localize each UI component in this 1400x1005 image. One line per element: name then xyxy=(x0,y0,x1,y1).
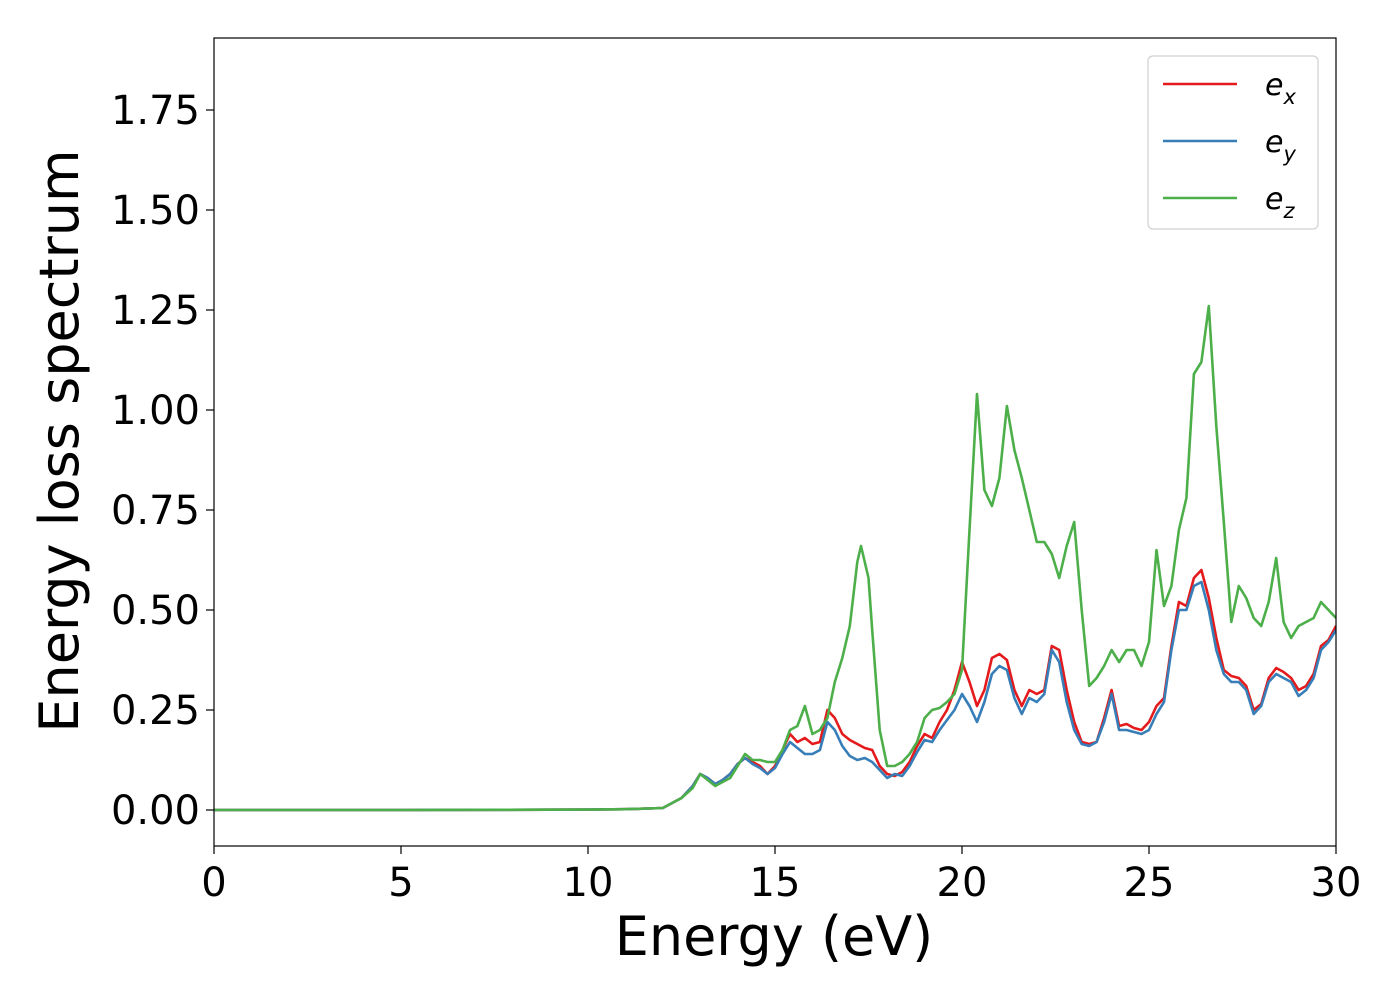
x-tick-label: 25 xyxy=(1124,860,1175,906)
legend-label-z: ez xyxy=(1265,182,1295,223)
lines-layer xyxy=(214,304,1336,812)
y-axis-title: Energy loss spectrum xyxy=(28,149,91,732)
legend-label-y: ey xyxy=(1265,125,1296,166)
x-tick-label: 20 xyxy=(937,860,988,906)
legend-label-x: ex xyxy=(1265,68,1296,109)
y-tick-label: 1.50 xyxy=(111,188,200,234)
x-tick-label: 30 xyxy=(1311,860,1362,906)
legend: ex ey ez xyxy=(1147,55,1319,230)
series-line-x xyxy=(214,568,1336,812)
y-tick-label: 0.75 xyxy=(111,488,200,534)
legend-box xyxy=(1147,55,1319,230)
x-tick-label: 10 xyxy=(563,860,614,906)
y-tick-label: 0.50 xyxy=(111,588,200,634)
y-tick-label: 1.25 xyxy=(111,288,200,334)
series-line-y xyxy=(214,580,1336,812)
x-axis-title: Energy (eV) xyxy=(615,905,934,968)
series-line-z xyxy=(214,304,1336,812)
ticks-layer: 0 5 10 15 20 25 30 0.00 0.25 0.50 0.75 1.00 1.25 1.50… xyxy=(111,88,1362,906)
y-tick-label: 1.75 xyxy=(111,88,200,134)
y-tick-label: 0.25 xyxy=(111,688,200,734)
y-tick-label: 1.00 xyxy=(111,388,200,434)
x-tick-label: 15 xyxy=(750,860,801,906)
x-tick-label: 0 xyxy=(201,860,226,906)
legend-entries: ex ey ez xyxy=(1163,68,1296,223)
x-tick-label: 5 xyxy=(388,860,413,906)
y-tick-label: 0.00 xyxy=(111,788,200,834)
